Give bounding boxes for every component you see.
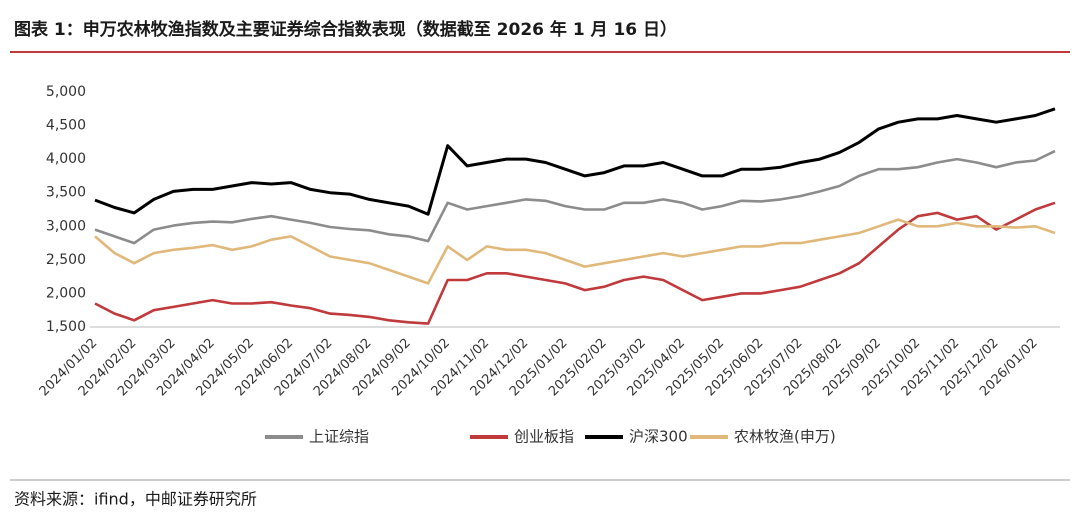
legend-label: 上证综指: [309, 428, 369, 446]
y-tick-label: 5,000: [46, 84, 86, 100]
series-line: [94, 149, 1056, 245]
legend-label: 创业板指: [514, 428, 574, 446]
y-tick-label: 3,000: [46, 218, 86, 234]
legend-label: 沪深300: [629, 428, 688, 446]
y-tick-label: 3,500: [46, 185, 86, 201]
y-tick-label: 2,000: [46, 285, 86, 301]
legend-label: 农林牧渔(申万): [734, 428, 836, 446]
y-tick-label: 1,500: [46, 319, 86, 335]
series-line: [94, 107, 1056, 216]
y-tick-label: 4,500: [46, 118, 86, 134]
y-tick-label: 4,000: [46, 151, 86, 167]
source: 资料来源：ifind，中邮证券研究所: [14, 490, 257, 509]
chart-title: 图表 1：申万农林牧渔指数及主要证券综合指数表现（数据截至 2026 年 1 月…: [14, 19, 677, 40]
series-line: [94, 201, 1056, 325]
y-tick-label: 2,500: [46, 252, 86, 268]
series-line: [94, 218, 1056, 285]
